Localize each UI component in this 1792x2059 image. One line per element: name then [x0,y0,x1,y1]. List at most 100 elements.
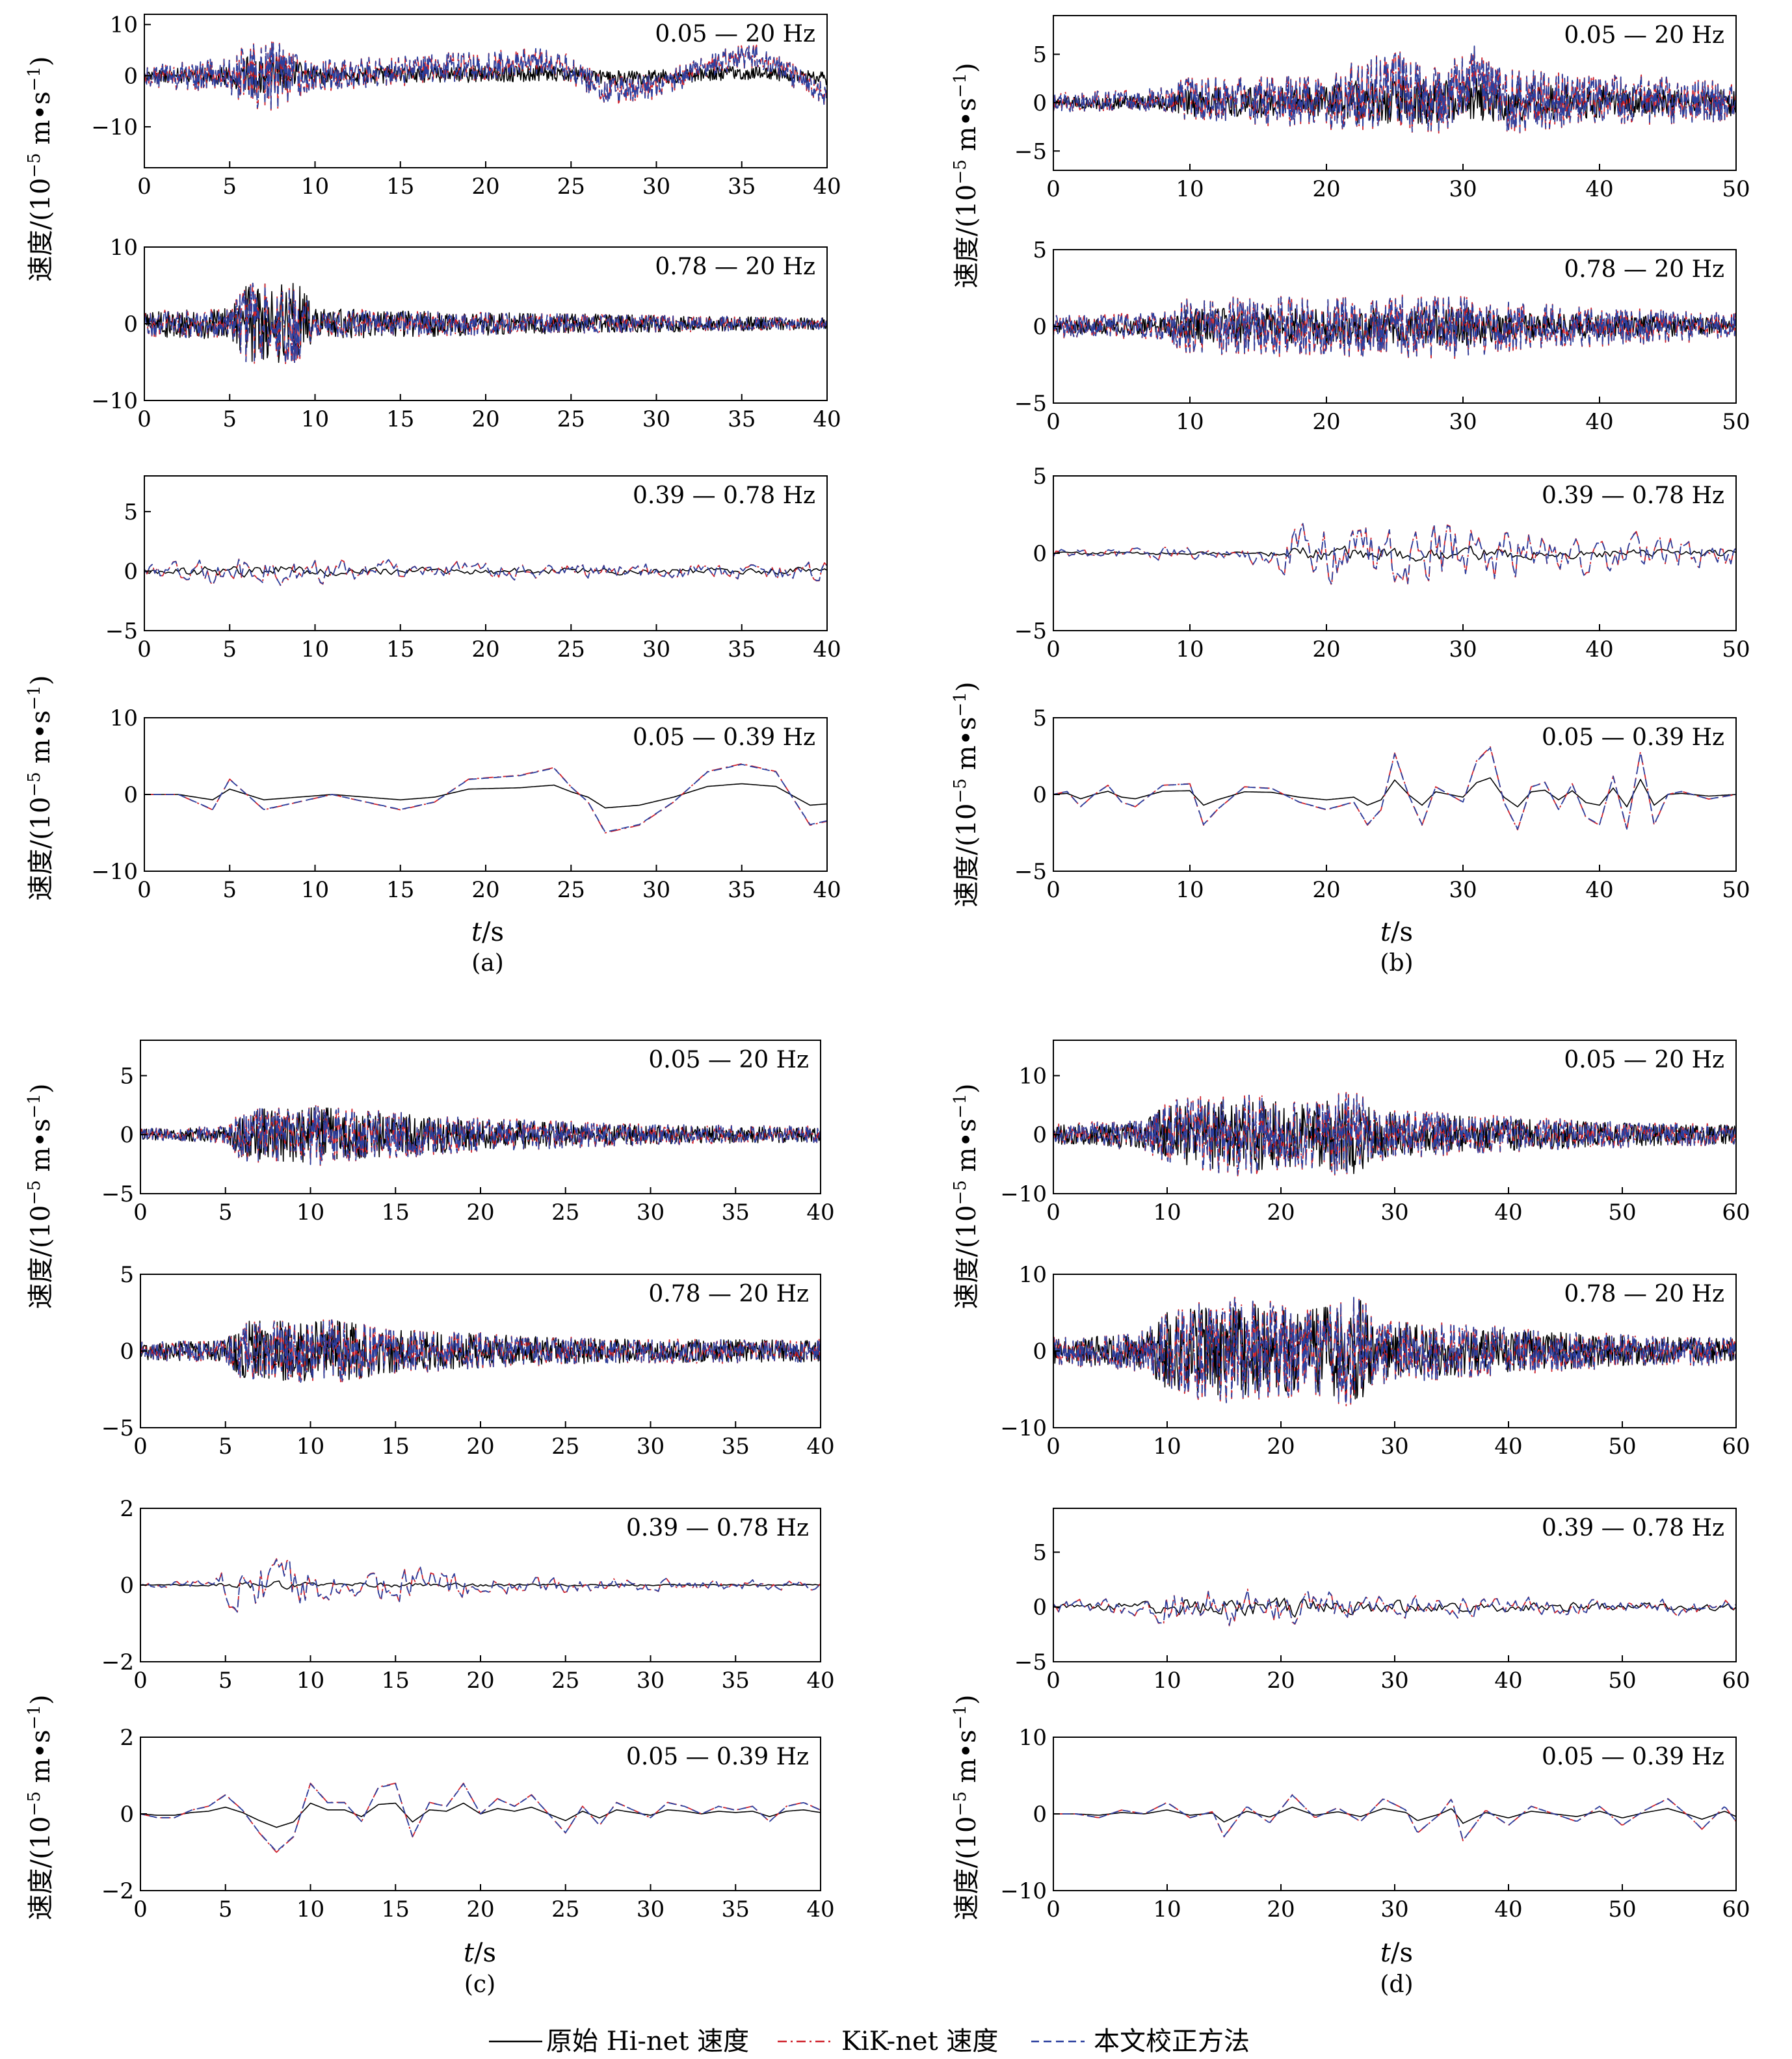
ylabel-part: m•s [26,710,56,772]
x-tick-label: 20 [1312,409,1340,435]
ylabel-part: /(10 [952,804,982,856]
x-tick-label: 0 [133,1200,148,1226]
y-tick-label: 0 [1033,1802,1047,1828]
x-tick-label: 25 [551,1200,579,1226]
band-label: 0.05 — 0.39 Hz [626,1744,809,1770]
band-label: 0.05 — 20 Hz [1564,1047,1724,1073]
x-axis-label: t/s [464,1938,496,1968]
x-tick-label: 30 [642,174,670,200]
series-line-kiknet [140,1782,821,1853]
x-tick-label: 0 [1046,1200,1061,1226]
band-label: 0.05 — 20 Hz [648,1047,809,1073]
subplot: 0 5 10 15 20 25 30 35 40 −10 0 10 0.05 — 20 Hz [91,12,841,200]
series-line-kiknet [140,1318,821,1384]
y-tick-label: 0 [120,1573,134,1599]
y-axis-label: 速度/(10−5 m•s−1) [25,675,56,900]
x-tick-label: 15 [382,1200,410,1226]
y-tick-label: 0 [1033,90,1047,116]
x-tick-label: 30 [642,406,670,432]
ylabel-part: ) [952,681,982,692]
series-line-corrected [140,1319,821,1383]
x-tick-label: 35 [722,1668,750,1694]
x-tick-label: 50 [1722,409,1750,435]
x-tick-label: 40 [1494,1434,1522,1460]
ylabel-part: 速度 [952,237,982,289]
y-tick-label: 2 [120,1725,134,1751]
y-axis-label: 速度/(10−5 m•s−1) [25,1694,56,1920]
y-tick-label: 10 [1019,1262,1047,1288]
band-label: 0.39 — 0.78 Hz [1542,1515,1724,1541]
ylabel-part: 速度 [26,849,56,901]
x-axis-label: t/s [1380,917,1413,947]
x-tick-label: 0 [137,636,152,662]
ylabel-part: /(10 [952,1205,982,1257]
x-tick-label: 15 [382,1434,410,1460]
ylabel-part: m•s [952,1729,982,1791]
x-tick-label: 50 [1722,636,1750,662]
x-tick-label: 35 [722,1434,750,1460]
y-tick-label: 0 [124,311,138,337]
ylabel-part: m•s [26,1729,56,1791]
legend-label: 原始 Hi-net 速度 [546,2026,749,2056]
ylabel-part: −5 [25,772,44,796]
x-tick-label: 30 [1380,1434,1408,1460]
series-line-hinet [1053,78,1737,124]
x-tick-label: 40 [806,1896,834,1922]
ylabel-part: /(10 [26,1816,56,1869]
x-tick-label: 40 [813,406,841,432]
x-tick-label: 5 [222,877,237,903]
y-axis-label: 速度/(10−5 m•s−1) [25,56,56,282]
x-tick-label: 30 [1449,877,1477,903]
series-line-kiknet [1053,521,1737,586]
x-tick-label: 10 [1176,877,1204,903]
x-tick-label: 20 [1267,1896,1295,1922]
x-tick-label: 20 [471,406,499,432]
ylabel-part: −1 [25,1094,44,1118]
x-tick-label: 40 [1494,1200,1522,1226]
ylabel-part: 速度 [26,1257,56,1309]
ylabel-part: −5 [25,1791,44,1816]
x-tick-label: 0 [133,1896,148,1922]
ylabel-part: ) [26,1083,56,1094]
x-tick-label: 60 [1722,1434,1750,1460]
x-axis-var: t [1380,1938,1391,1968]
x-tick-label: 50 [1608,1896,1636,1922]
series-line-corrected [140,1559,821,1613]
y-tick-label: 0 [120,1802,134,1828]
x-tick-label: 40 [1585,409,1613,435]
x-tick-label: 25 [557,174,585,200]
x-tick-label: 60 [1722,1200,1750,1226]
series-line-corrected [140,1783,821,1852]
ylabel-part: −1 [25,66,44,91]
x-tick-label: 10 [296,1668,324,1694]
x-tick-label: 50 [1608,1434,1636,1460]
x-tick-label: 25 [557,636,585,662]
ylabel-part: −1 [951,73,970,98]
y-axis-label: 速度/(10−5 m•s−1) [951,1083,982,1309]
x-tick-label: 20 [466,1668,494,1694]
legend-label: 本文校正方法 [1094,2026,1250,2056]
ylabel-part: /(10 [952,185,982,237]
panel-caption: (b) [1380,950,1413,977]
y-tick-label: 5 [1033,42,1047,68]
band-label: 0.05 — 0.39 Hz [633,724,815,751]
band-label: 0.39 — 0.78 Hz [633,482,815,509]
x-tick-label: 5 [218,1434,233,1460]
x-tick-label: 10 [1153,1200,1181,1226]
ylabel-part: 速度 [952,856,982,908]
y-tick-label: 0 [124,558,138,584]
x-tick-label: 40 [1585,877,1613,903]
x-axis-label: t/s [471,917,504,947]
series-line-hinet [144,566,828,578]
band-label: 0.78 — 20 Hz [1564,256,1724,283]
x-axis-label: t/s [1380,1938,1413,1968]
x-tick-label: 5 [222,174,237,200]
ylabel-part: −5 [951,778,970,803]
x-tick-label: 10 [301,406,329,432]
series-line-hinet [1053,777,1737,807]
y-tick-label: −5 [1014,138,1047,164]
